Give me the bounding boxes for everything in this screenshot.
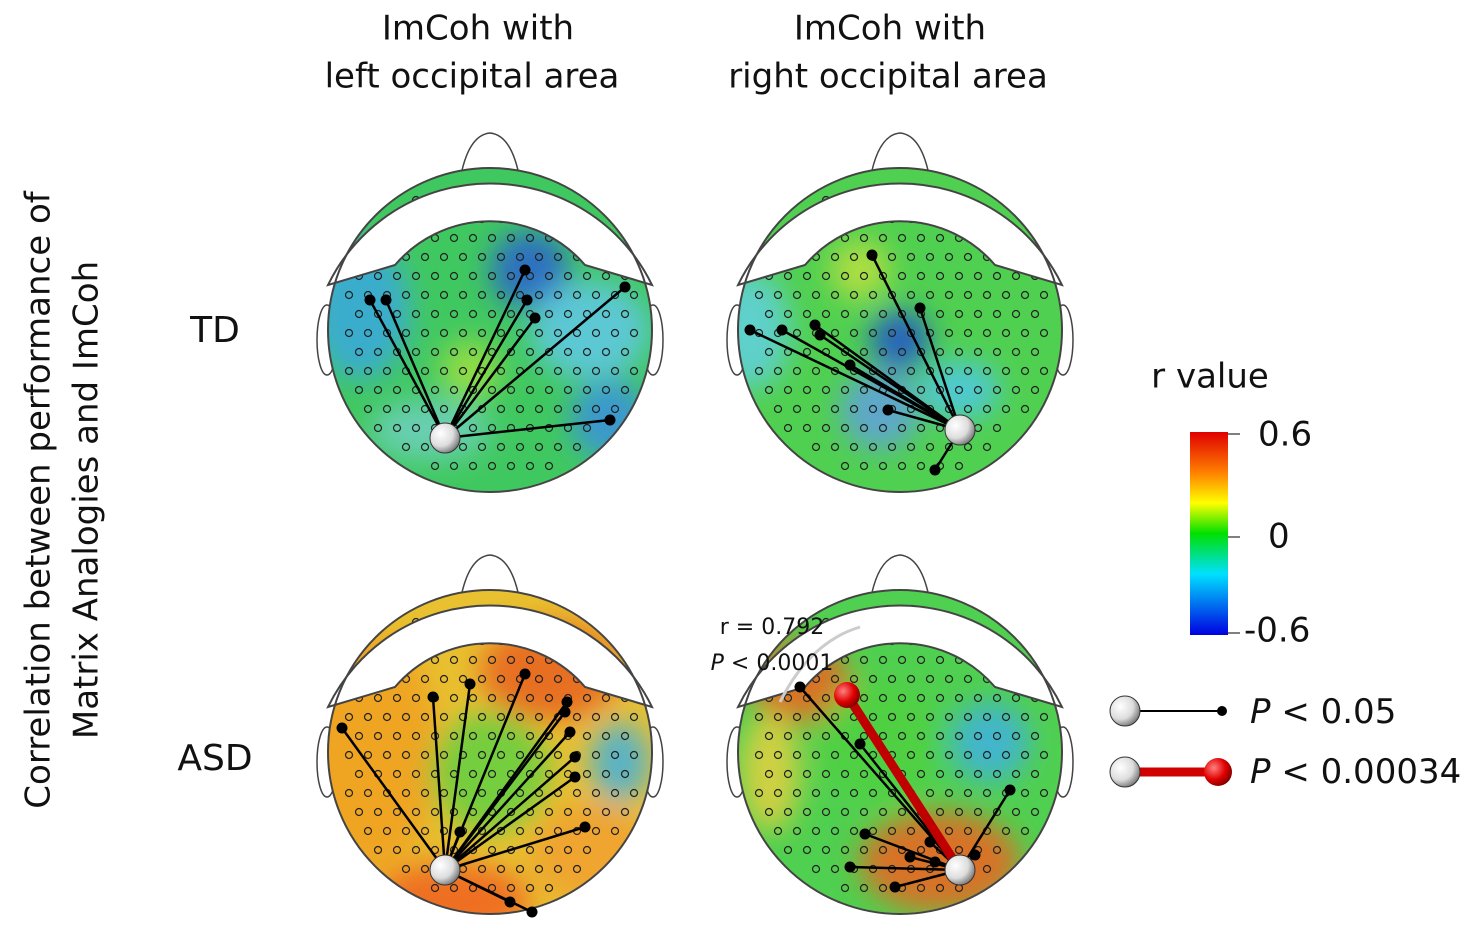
legend-target bbox=[1217, 706, 1227, 716]
annotation: P < 0.0001 bbox=[711, 651, 834, 676]
target bbox=[527, 907, 538, 918]
figure: ImCoh with left occipital area ImCoh wit… bbox=[0, 0, 1468, 926]
p-symbol: P bbox=[1250, 752, 1271, 792]
p-symbol: P bbox=[711, 651, 725, 676]
legend-text: < 0.05 bbox=[1271, 692, 1397, 732]
target bbox=[381, 295, 392, 306]
source bbox=[945, 855, 975, 885]
target bbox=[883, 405, 894, 416]
target bbox=[560, 707, 571, 718]
target bbox=[365, 295, 376, 306]
legend-label: P < 0.00034 bbox=[1250, 752, 1461, 792]
head bbox=[710, 133, 1073, 500]
target bbox=[570, 752, 581, 763]
p-symbol: P bbox=[1250, 692, 1271, 732]
target bbox=[890, 882, 901, 893]
blob bbox=[590, 722, 650, 802]
source bbox=[945, 415, 975, 445]
target bbox=[845, 360, 856, 371]
target bbox=[970, 850, 981, 861]
legend-label: P < 0.05 bbox=[1250, 692, 1396, 732]
row-label: ASD bbox=[177, 738, 252, 779]
colorbar-label: 0 bbox=[1268, 517, 1290, 557]
target bbox=[905, 852, 916, 863]
target bbox=[795, 682, 806, 693]
target bbox=[930, 857, 941, 868]
target bbox=[620, 282, 631, 293]
blob bbox=[430, 712, 550, 832]
colorbar bbox=[1190, 432, 1228, 635]
target bbox=[915, 303, 926, 314]
target bbox=[455, 827, 466, 838]
colorbar-label: 0.6 bbox=[1258, 415, 1312, 455]
target bbox=[520, 265, 531, 276]
target bbox=[562, 697, 573, 708]
target bbox=[428, 692, 439, 703]
p-text: < 0.0001 bbox=[724, 651, 833, 676]
source bbox=[430, 423, 460, 453]
target-strong bbox=[834, 682, 860, 708]
target bbox=[565, 727, 576, 738]
target bbox=[925, 837, 936, 848]
target bbox=[605, 415, 616, 426]
blob bbox=[870, 310, 930, 370]
target bbox=[930, 465, 941, 476]
target bbox=[810, 320, 821, 331]
target bbox=[580, 822, 591, 833]
source bbox=[430, 855, 460, 885]
target bbox=[465, 679, 476, 690]
column-title: ImCoh with bbox=[794, 9, 986, 49]
target bbox=[855, 739, 866, 750]
target bbox=[777, 325, 788, 336]
column-title: ImCoh with bbox=[382, 9, 574, 49]
column-title: left occipital area bbox=[325, 57, 620, 97]
legend-target bbox=[1204, 758, 1232, 786]
y-label: Matrix Analogies and ImCoh bbox=[67, 261, 107, 739]
legend-source bbox=[1110, 696, 1140, 726]
target bbox=[570, 772, 581, 783]
legend-source bbox=[1110, 757, 1140, 787]
column-title: right occipital area bbox=[728, 57, 1048, 97]
blob bbox=[950, 702, 1030, 782]
target bbox=[845, 862, 856, 873]
target bbox=[860, 829, 871, 840]
row-label: TD bbox=[189, 310, 240, 351]
head bbox=[300, 555, 663, 926]
colorbar-title: r value bbox=[1151, 357, 1269, 397]
target bbox=[520, 669, 531, 680]
target bbox=[337, 723, 348, 734]
colorbar-label: -0.6 bbox=[1244, 611, 1310, 651]
target bbox=[1005, 785, 1016, 796]
head bbox=[310, 133, 663, 500]
annotation: r = 0.792 bbox=[720, 615, 824, 640]
target bbox=[530, 313, 541, 324]
target bbox=[522, 295, 533, 306]
y-label: Correlation between performance of bbox=[19, 190, 59, 808]
target bbox=[745, 325, 756, 336]
head bbox=[727, 555, 1073, 922]
blob bbox=[830, 240, 890, 300]
target bbox=[867, 250, 878, 261]
legend-text: < 0.00034 bbox=[1271, 752, 1462, 792]
topomaps bbox=[300, 133, 1073, 926]
